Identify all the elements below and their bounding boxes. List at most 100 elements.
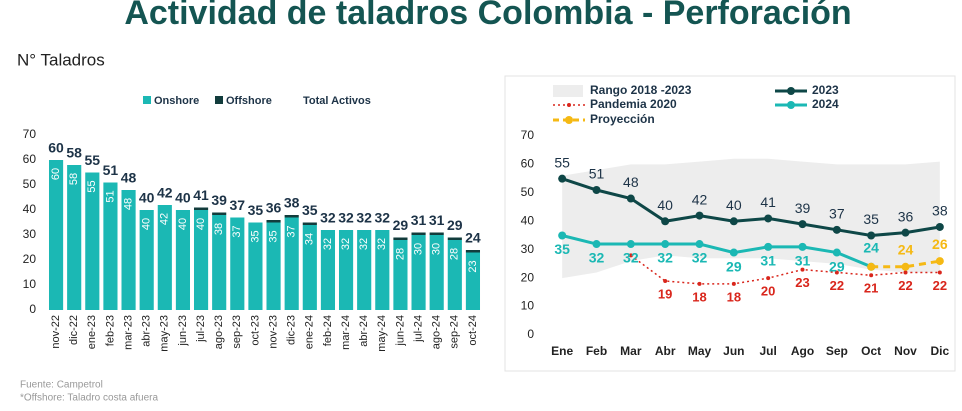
bar-segment — [447, 237, 462, 240]
total-label: 36 — [266, 200, 282, 216]
bar-value-label: 28 — [449, 248, 461, 260]
bar-value-label: 30 — [431, 243, 443, 255]
total-label: 35 — [302, 202, 318, 218]
legend-marker — [565, 116, 573, 124]
bar-value-label: 38 — [213, 223, 225, 235]
legend-label: 2023 — [812, 83, 839, 97]
x-tick-label: abr-23 — [141, 315, 153, 347]
value-label: 24 — [863, 239, 879, 255]
y-tick-label: 60 — [521, 157, 535, 171]
legend-marker — [787, 101, 795, 109]
x-tick-label: Dic — [930, 344, 949, 358]
value-label: 31 — [795, 253, 811, 269]
point — [869, 273, 874, 278]
value-label: 42 — [692, 191, 708, 207]
x-tick-label: Oct — [861, 344, 881, 358]
bar-segment — [230, 217, 245, 310]
point — [661, 217, 670, 226]
value-label: 22 — [933, 278, 947, 293]
value-label: 18 — [727, 289, 741, 304]
total-label: 39 — [211, 192, 227, 208]
x-tick-label: jul-24 — [412, 315, 424, 343]
total-label: 32 — [356, 210, 372, 226]
bar-segment — [103, 182, 118, 310]
bar-value-label: 32 — [358, 238, 370, 250]
y-tick-label: 0 — [29, 302, 36, 316]
bar-segment — [320, 230, 336, 310]
bar-value-label: 35 — [249, 230, 261, 242]
total-label: 32 — [320, 210, 336, 226]
x-tick-label: nov-22 — [50, 315, 62, 349]
value-label: 35 — [863, 211, 879, 227]
bar-segment — [139, 210, 154, 310]
legend-label: Onshore — [154, 95, 199, 107]
total-label: 37 — [230, 197, 246, 213]
y-tick-label: 60 — [23, 152, 37, 166]
point — [695, 240, 704, 249]
point — [626, 194, 635, 203]
value-label: 21 — [864, 281, 878, 296]
line — [561, 234, 872, 269]
y-tick-label: 0 — [527, 327, 534, 341]
x-tick-label: Abr — [655, 344, 676, 358]
bar-value-label: 32 — [340, 238, 352, 250]
note: *Offshore: Taladro costa afuera — [20, 393, 158, 404]
total-label: 48 — [121, 170, 137, 186]
x-tick-label: nov-23 — [267, 315, 279, 349]
bar-segment — [212, 212, 227, 215]
bar-value-label: 40 — [195, 218, 207, 230]
total-label: 38 — [284, 195, 300, 211]
bar-segment — [284, 217, 299, 310]
total-label: 40 — [139, 190, 155, 206]
x-tick-label: feb-23 — [104, 315, 116, 346]
y-tick-label: 50 — [23, 177, 37, 191]
bar-segment — [85, 172, 100, 310]
value-label: 41 — [760, 194, 776, 210]
bar-segment — [411, 235, 426, 310]
x-tick-label: abr-24 — [358, 315, 370, 347]
value-label: 32 — [589, 250, 605, 266]
value-label: 39 — [795, 200, 811, 216]
point — [729, 248, 738, 257]
x-tick-label: jun-23 — [177, 315, 189, 347]
total-label: 29 — [393, 217, 409, 233]
bar-segment — [248, 222, 263, 310]
point — [729, 217, 738, 226]
value-label: 37 — [829, 206, 845, 222]
point — [592, 186, 601, 195]
y-tick-label: 10 — [23, 277, 37, 291]
y-tick-label: 40 — [23, 202, 37, 216]
subtitle: N° Taladros — [17, 50, 105, 69]
x-tick-label: Ene — [551, 344, 573, 358]
bar-segment — [175, 210, 191, 310]
point — [661, 240, 670, 249]
bar-segment — [465, 252, 481, 310]
point — [800, 267, 805, 272]
value-label: 29 — [829, 258, 845, 274]
value-label: 26 — [932, 236, 948, 252]
value-label: 22 — [898, 278, 912, 293]
bar-segment — [266, 220, 281, 223]
x-tick-label: Jun — [723, 344, 744, 358]
chart-frame — [504, 75, 956, 372]
total-label: 35 — [248, 202, 264, 218]
y-tick-label: 30 — [521, 242, 535, 256]
total-label: 58 — [66, 145, 82, 161]
x-tick-label: jun-24 — [394, 315, 406, 347]
value-label: 55 — [554, 154, 570, 170]
x-tick-label: may-23 — [159, 315, 171, 352]
bar-segment — [338, 230, 354, 310]
value-label: 38 — [932, 203, 948, 219]
x-tick-label: ago-23 — [213, 315, 225, 349]
legend-label: Pandemia 2020 — [590, 97, 677, 111]
legend-marker — [787, 87, 795, 95]
value-label: 35 — [554, 241, 570, 257]
total-label: 32 — [375, 210, 391, 226]
point — [832, 225, 841, 234]
bar-segment — [465, 250, 481, 253]
total-label: 24 — [465, 230, 481, 246]
x-tick-label: sep-24 — [449, 315, 461, 349]
value-label: 23 — [795, 275, 809, 290]
total-label: 41 — [193, 187, 209, 203]
